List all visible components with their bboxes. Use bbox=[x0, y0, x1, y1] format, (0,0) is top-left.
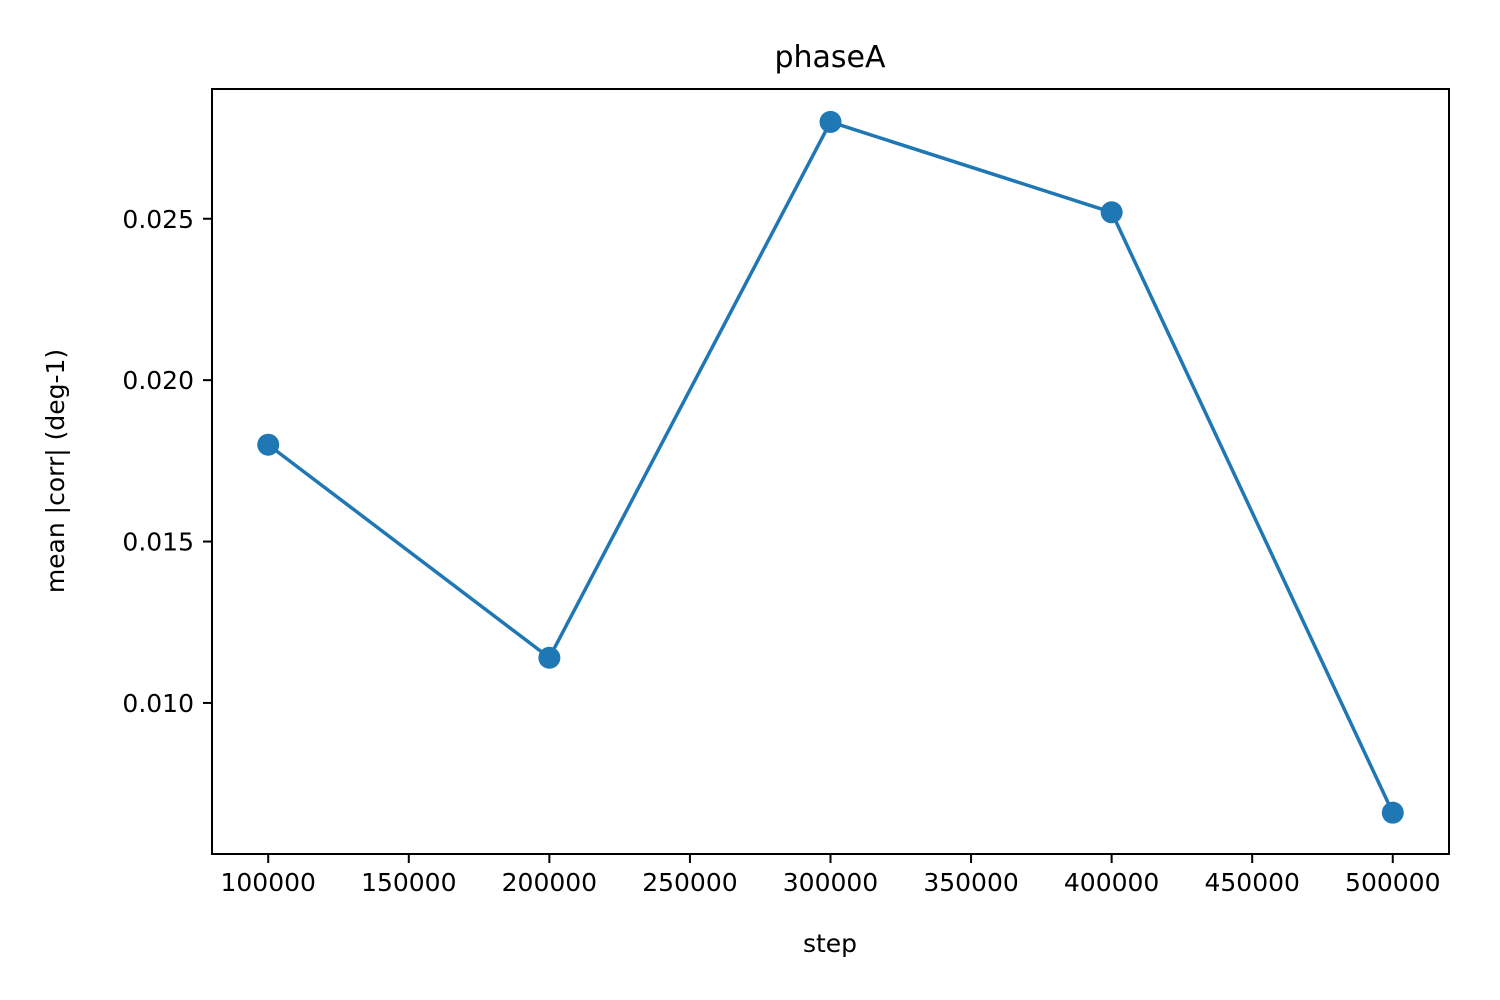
chart-title: phaseA bbox=[774, 40, 886, 75]
x-tick-label: 200000 bbox=[502, 868, 597, 897]
data-point bbox=[819, 110, 842, 133]
x-axis-label: step bbox=[803, 929, 857, 958]
x-tick-label: 250000 bbox=[642, 868, 737, 897]
data-point bbox=[538, 646, 561, 669]
y-tick-label: 0.010 bbox=[122, 689, 194, 718]
y-axis: 0.010 0.015 0.020 0.025 bbox=[122, 205, 212, 718]
y-tick-label: 0.015 bbox=[122, 528, 194, 557]
x-tick-label: 500000 bbox=[1345, 868, 1440, 897]
x-tick-label: 150000 bbox=[361, 868, 456, 897]
y-tick-label: 0.025 bbox=[122, 205, 194, 234]
x-axis: 100000 150000 200000 250000 300000 350000 4000… bbox=[221, 854, 1440, 897]
x-tick-label: 100000 bbox=[221, 868, 316, 897]
x-tick-label: 350000 bbox=[923, 868, 1018, 897]
data-point bbox=[257, 433, 280, 456]
data-point bbox=[1381, 801, 1404, 824]
y-axis-label: mean |corr| (deg-1) bbox=[41, 349, 70, 593]
y-tick-label: 0.020 bbox=[122, 366, 194, 395]
x-tick-label: 300000 bbox=[783, 868, 878, 897]
data-point bbox=[1100, 201, 1123, 224]
x-tick-label: 450000 bbox=[1204, 868, 1299, 897]
series-layer bbox=[257, 110, 1404, 824]
x-tick-label: 400000 bbox=[1064, 868, 1159, 897]
